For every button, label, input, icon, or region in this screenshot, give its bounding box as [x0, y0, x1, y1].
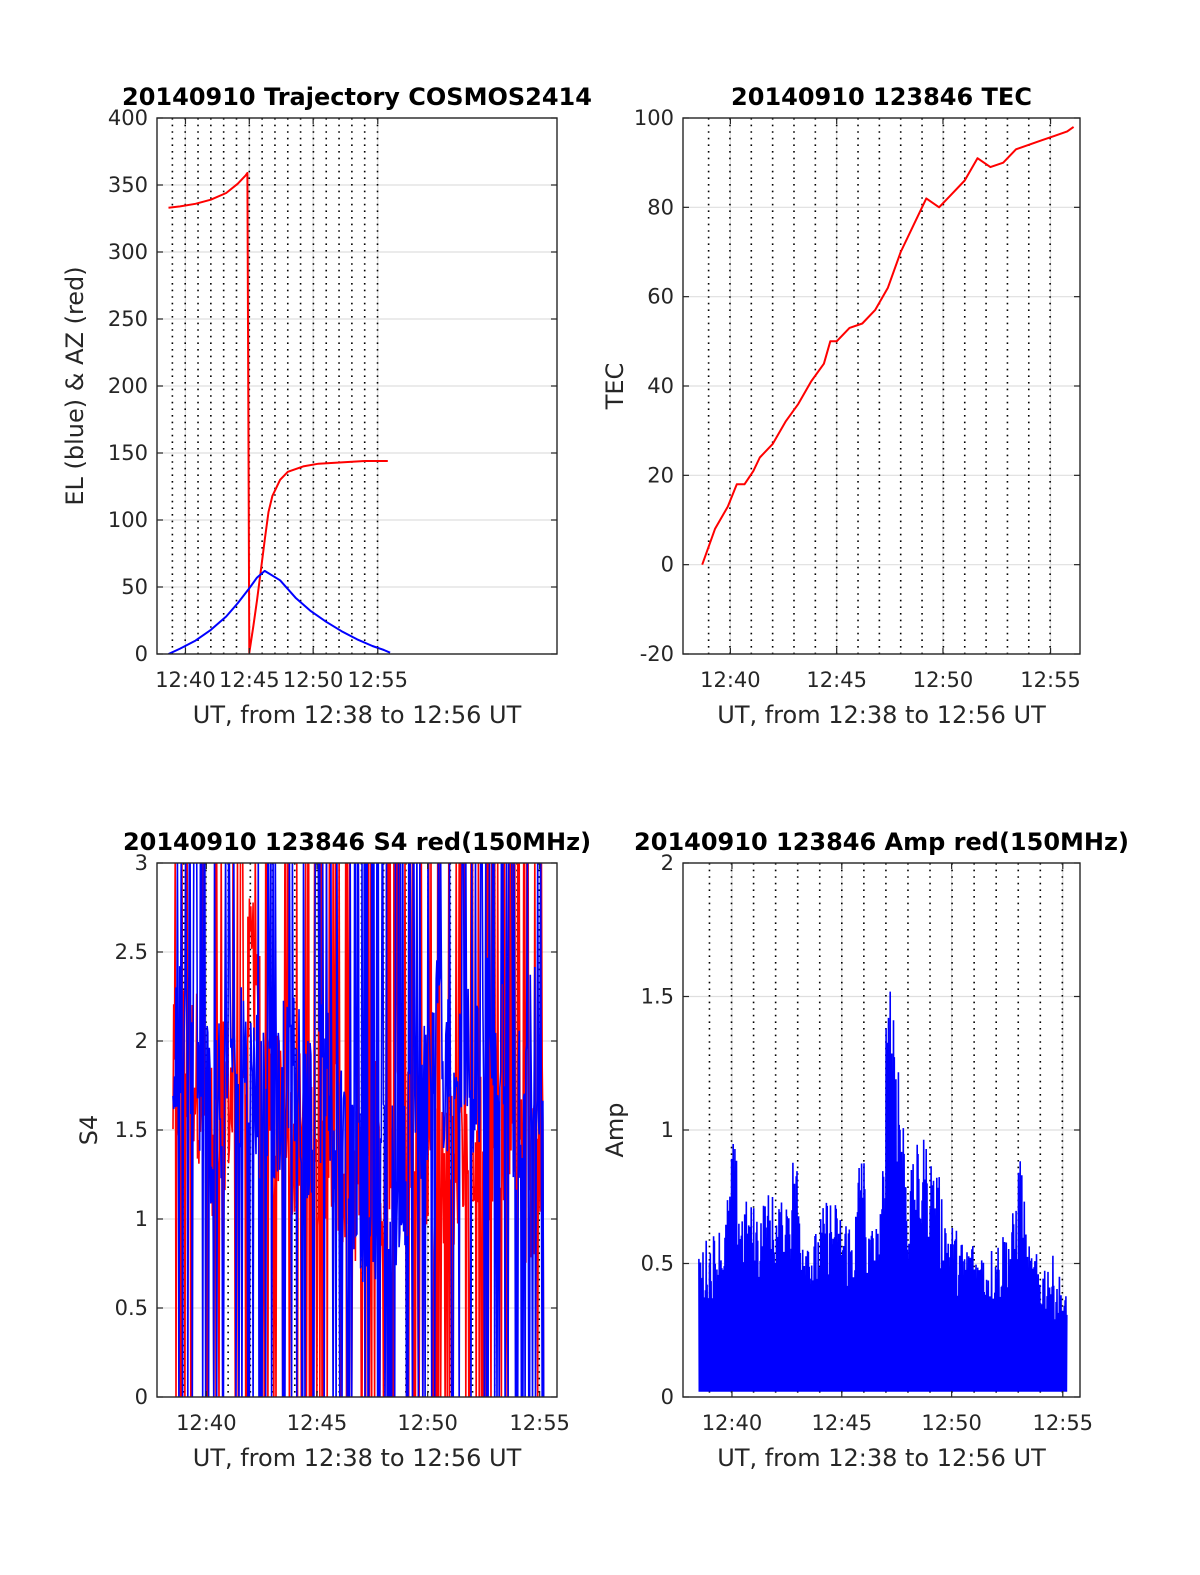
y-tick-label: 400 [108, 106, 148, 130]
y-tick-label: 300 [108, 240, 148, 264]
y-axis-label: Amp [601, 1102, 629, 1157]
series-line-red [701, 126, 1075, 566]
y-tick-label: 2 [135, 1029, 148, 1053]
x-tick-label: 12:45 [812, 1411, 873, 1435]
x-axis-label: UT, from 12:38 to 12:56 UT [193, 701, 522, 729]
chart-s4: 0 0.5 1 1.5 2 2.5 3 12:40 12:45 12:50 12:55 2014091… [75, 828, 591, 1472]
y-tick-label: 60 [647, 285, 674, 309]
series-line-blue [698, 991, 1068, 1392]
series-line-red [168, 171, 388, 654]
series-line-blue [172, 863, 545, 1397]
y-tick-label: 0.5 [641, 1252, 674, 1276]
y-axis-label: S4 [75, 1115, 103, 1146]
x-tick-label: 12:50 [921, 1411, 982, 1435]
y-tick-label: 0.5 [115, 1296, 148, 1320]
y-tick-label: 3 [135, 851, 148, 875]
plot-area [698, 991, 1068, 1392]
x-axis-label: UT, from 12:38 to 12:56 UT [717, 1444, 1046, 1472]
y-tick-label: 50 [121, 575, 148, 599]
y-tick-label: 250 [108, 307, 148, 331]
x-tick-label: 12:55 [509, 1411, 570, 1435]
y-tick-label: 100 [634, 106, 674, 130]
x-axis-label: UT, from 12:38 to 12:56 UT [717, 701, 1046, 729]
x-tick-label: 12:40 [176, 1411, 237, 1435]
x-tick-label: 12:45 [287, 1411, 348, 1435]
y-tick-label: 0 [135, 1385, 148, 1409]
y-tick-label: 80 [647, 195, 674, 219]
x-tick-label: 12:50 [283, 668, 344, 692]
y-tick-label: 1 [661, 1118, 674, 1142]
x-tick-label: 12:40 [700, 668, 761, 692]
y-tick-label: 40 [647, 374, 674, 398]
y-tick-label: 0 [661, 553, 674, 577]
y-axis-label: TEC [601, 363, 629, 411]
chart-traj: 0 50 100 150 200 250 300 350 400 12:40 12:45 12:50 1… [61, 83, 592, 729]
plot-area [168, 171, 391, 654]
y-tick-label: 350 [108, 173, 148, 197]
x-tick-label: 12:50 [913, 668, 974, 692]
chart-title: 20140910 123846 S4 red(150MHz) [123, 828, 591, 856]
plot-area [701, 126, 1075, 566]
x-tick-label: 12:55 [1020, 668, 1081, 692]
x-tick-label: 12:45 [219, 668, 280, 692]
y-tick-label: 1.5 [115, 1118, 148, 1142]
x-tick-label: 12:50 [397, 1411, 458, 1435]
chart-title: 20140910 123846 Amp red(150MHz) [634, 828, 1129, 856]
x-tick-label: 12:40 [155, 668, 216, 692]
y-axis-label: EL (blue) & AZ (red) [61, 266, 89, 505]
y-tick-label: -20 [640, 642, 674, 666]
chart-title: 20140910 123846 TEC [731, 83, 1032, 111]
y-tick-label: 20 [647, 463, 674, 487]
y-tick-label: 2 [661, 851, 674, 875]
series-line-blue [168, 569, 391, 654]
y-tick-label: 150 [108, 441, 148, 465]
y-tick-label: 0 [661, 1385, 674, 1409]
x-tick-label: 12:55 [1033, 1411, 1094, 1435]
chart-amp: 0 0.5 1 1.5 2 12:40 12:45 12:50 12:55 20140910 12… [601, 828, 1129, 1472]
y-tick-label: 1 [135, 1207, 148, 1231]
chart-tec: -20 0 20 40 60 80 100 12:40 12:45 12:50 12:55 20140… [601, 83, 1081, 729]
y-tick-label: 2.5 [115, 940, 148, 964]
y-tick-label: 1.5 [641, 985, 674, 1009]
y-tick-label: 100 [108, 508, 148, 532]
x-tick-label: 12:45 [806, 668, 867, 692]
x-tick-label: 12:55 [348, 668, 409, 692]
y-tick-label: 200 [108, 374, 148, 398]
plot-area [172, 863, 545, 1397]
x-axis-label: UT, from 12:38 to 12:56 UT [193, 1444, 522, 1472]
x-tick-label: 12:40 [702, 1411, 763, 1435]
chart-title: 20140910 Trajectory COSMOS2414 [122, 83, 592, 111]
y-tick-label: 0 [135, 642, 148, 666]
